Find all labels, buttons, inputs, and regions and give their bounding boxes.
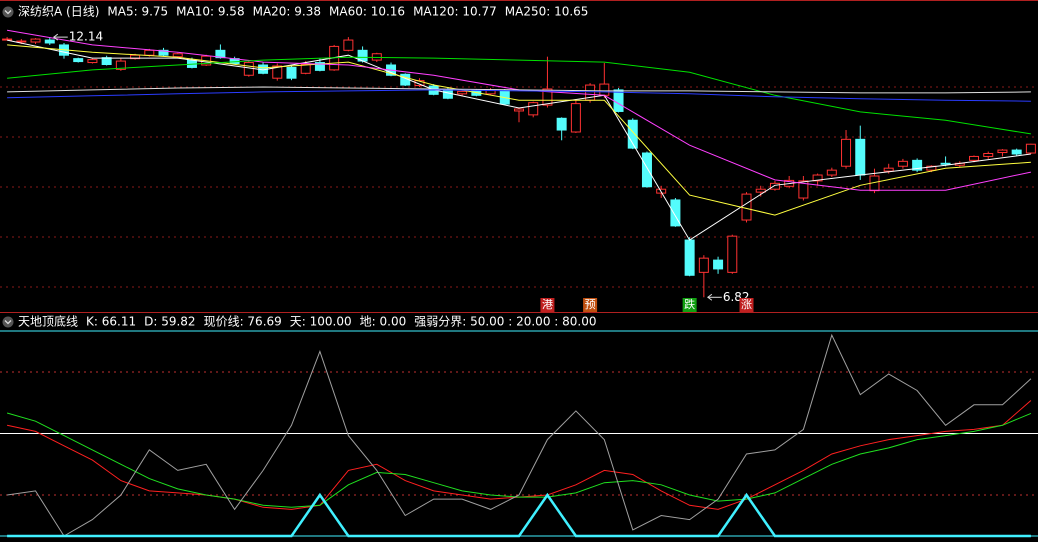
legend-entry: 地: 0.00: [360, 315, 407, 329]
candle-body: [983, 153, 994, 157]
legend-entry: MA120: 10.77: [413, 5, 497, 19]
signal-marker: [682, 298, 697, 312]
candle-body: [542, 88, 553, 106]
menu-icon: [2, 316, 14, 328]
candle-body: [812, 174, 823, 182]
candle-body: [16, 40, 27, 43]
candle-body: [670, 199, 681, 227]
legend-entry: 强弱分界: 50.00 : 20.00 : 80.00: [414, 315, 596, 329]
candle-body: [940, 162, 951, 165]
legend-entry: MA10: 9.58: [176, 5, 244, 19]
legend-entry: MA5: 9.75: [107, 5, 168, 19]
candle-body: [698, 257, 709, 273]
candle-body: [627, 119, 638, 149]
candle-body: [912, 159, 923, 171]
legend-entry: MA60: 10.16: [329, 5, 405, 19]
candle-body: [414, 80, 425, 87]
candle-body: [926, 165, 937, 171]
annotation-arrowhead: [52, 33, 59, 41]
annotation-label: 12.14: [69, 30, 103, 44]
indicator-line: [7, 492, 1031, 538]
signal-label: 涨: [741, 298, 752, 311]
candle-body: [684, 239, 695, 276]
candle-body: [101, 57, 112, 66]
ma-line: [7, 89, 1031, 102]
ma-line: [7, 44, 1031, 216]
candle-body: [599, 83, 610, 96]
candle-body: [158, 49, 169, 56]
candle-body: [769, 182, 780, 190]
signal-marker: [540, 298, 555, 312]
candle-body: [570, 103, 581, 133]
candle-body: [556, 117, 567, 131]
candle-body: [172, 53, 183, 58]
candle-body: [641, 152, 652, 188]
indicator-line: [6, 412, 1032, 508]
menu-chevron: [4, 320, 12, 325]
signal-label: 港: [542, 298, 553, 311]
ma-line: [7, 56, 1031, 135]
signal-marker: [739, 298, 754, 312]
chart-title: 深纺织A (日线): [18, 5, 99, 19]
candle-body: [371, 53, 382, 61]
legend-entry: 天: 100.00: [290, 315, 352, 329]
candle-body: [314, 62, 325, 71]
menu-chevron: [4, 10, 12, 15]
candle-body: [2, 38, 13, 41]
candle-body: [826, 169, 837, 176]
legend-entry: K: 66.11: [86, 315, 136, 329]
chart-title: 天地顶底线: [18, 314, 78, 329]
menu-icon: [2, 6, 14, 18]
candle-body: [528, 102, 539, 116]
ma-line: [6, 39, 1031, 241]
candle-body: [243, 62, 254, 76]
legend-entry: D: 59.82: [144, 315, 195, 329]
candle-body: [514, 108, 524, 112]
candle-body: [115, 60, 126, 70]
candle-body: [897, 160, 908, 167]
candle-body: [30, 38, 41, 43]
candle-body: [73, 58, 84, 63]
annotation-arrowhead: [707, 293, 713, 301]
candle-body: [883, 167, 894, 172]
legend-entry: MA250: 10.65: [505, 5, 589, 19]
candle-body: [727, 235, 738, 273]
indicator-line: [6, 400, 1032, 510]
ma-line: [7, 86, 1031, 94]
candle-body: [755, 188, 766, 193]
candle-body: [855, 138, 866, 176]
candle-body: [613, 89, 624, 112]
candle-body: [87, 59, 98, 64]
signal-marker: [583, 298, 598, 312]
signal-label: 跌: [684, 297, 695, 311]
candle-body: [741, 193, 752, 221]
candle-body: [1011, 149, 1022, 155]
indicator-line: [7, 333, 1032, 537]
candle-body: [969, 155, 980, 161]
candle-body: [713, 259, 724, 270]
candle-body: [144, 49, 155, 56]
candle-body: [1025, 143, 1036, 154]
candle-body: [286, 66, 297, 79]
candle-body: [300, 64, 311, 74]
candle-body: [841, 138, 852, 167]
legend-entry: 现价线: 76.69: [204, 315, 282, 329]
candle-body: [997, 149, 1008, 154]
signal-label: 预: [585, 298, 596, 311]
candle-body: [343, 39, 354, 51]
candle-body: [798, 180, 809, 199]
candle-body: [272, 65, 283, 79]
legend-entry: MA20: 9.38: [253, 5, 321, 19]
candle-body: [44, 39, 55, 44]
candle-body: [457, 90, 468, 95]
